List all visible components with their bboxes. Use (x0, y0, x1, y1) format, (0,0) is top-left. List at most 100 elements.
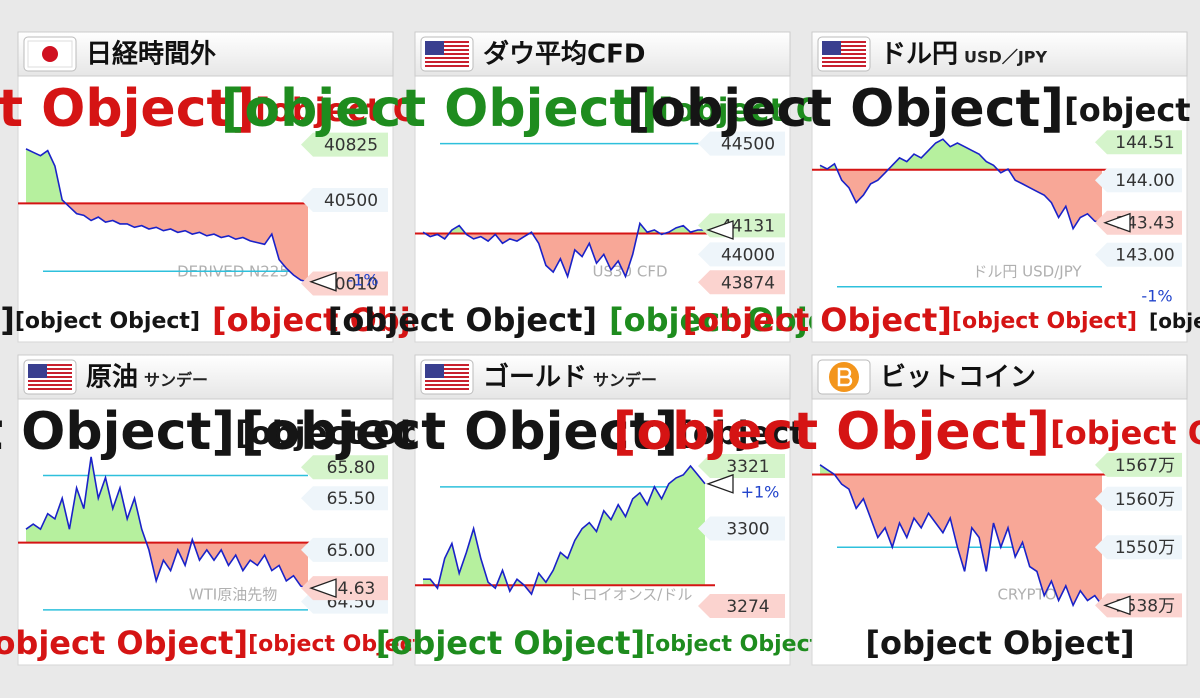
flag-sun (42, 46, 58, 62)
price-tag (301, 486, 388, 511)
footer-part: [object Object] (328, 301, 597, 339)
panel-title: 日経時間外 (86, 39, 216, 70)
band-label: +1% (741, 482, 780, 501)
price-tag (1095, 210, 1182, 235)
price-tag (1095, 168, 1182, 193)
flag-stripe (425, 53, 469, 55)
price-tag (301, 188, 388, 213)
footer: [object Object][object Object] (0, 624, 433, 662)
flag-canton (425, 364, 444, 378)
panel-header (811, 31, 1188, 77)
footer-part: [object Object] (683, 301, 952, 339)
area-up (423, 466, 705, 586)
footer: [object Object] (865, 624, 1134, 662)
price-tag-label: 144.51 (1115, 133, 1174, 153)
price-tag-label: 40500 (324, 191, 378, 211)
flag-stripe (822, 61, 866, 63)
footer-part: [object Object] (0, 301, 15, 339)
price-tag (698, 453, 785, 478)
flag-canton (28, 364, 47, 378)
flag-stripe (425, 376, 469, 378)
headline-part: [object Object] (0, 402, 235, 462)
current-arrow (309, 578, 337, 599)
footer-part: [object Object] (1149, 309, 1200, 333)
price-tag-label: 65.50 (327, 489, 376, 509)
price-tag (1095, 130, 1182, 155)
panel-subtitle: サンデー (144, 371, 208, 390)
headline: [object Object][object Object] (613, 402, 1200, 462)
flag-stripe (425, 380, 469, 382)
flag-stripe (28, 376, 72, 378)
flag-stripe (822, 65, 866, 67)
flag-stripe (425, 372, 469, 374)
headline: [object Object][object Object] (241, 402, 948, 462)
flag-stripe (425, 368, 469, 370)
price-tag (698, 594, 785, 619)
flag-canton (425, 41, 444, 55)
flag-stripe (822, 45, 866, 47)
price-tag (698, 516, 785, 541)
price-tag (1095, 452, 1182, 477)
panel-subtitle: サンデー (593, 371, 657, 390)
price-tag-label: 1560万 (1115, 490, 1175, 510)
flag-stripe (425, 41, 469, 43)
area-up (26, 456, 194, 543)
headline-part: [object Object] (627, 79, 1065, 139)
headline-part: [object Object] (241, 402, 679, 462)
headline: [object Object][object Object] (221, 79, 928, 139)
panel-subtitle: USD／JPY (964, 48, 1047, 67)
flag-stripe (28, 368, 72, 370)
price-tag-label: 44131 (721, 216, 775, 236)
flag-stripe (822, 41, 866, 43)
price-tag (698, 131, 785, 156)
flag-stripe (425, 49, 469, 51)
price-tag (698, 242, 785, 267)
footer: [object Object][object Object] (376, 624, 830, 662)
headline-part: [object Object] (613, 402, 1051, 462)
price-line (25, 456, 309, 589)
price-tag (1095, 535, 1182, 560)
watermark: ドル円 USD/JPY (972, 263, 1082, 281)
area-up (423, 223, 705, 234)
panel-title: 原油 (86, 363, 138, 393)
band-label: -1% (1141, 286, 1172, 305)
current-arrow (309, 271, 337, 292)
price-tag (698, 270, 785, 295)
current-arrow (1103, 212, 1131, 233)
current-arrow (706, 220, 734, 240)
panel-header (17, 354, 394, 400)
price-tag (1095, 242, 1182, 267)
price-tag-label: 40825 (324, 136, 378, 156)
price-line (819, 464, 1103, 608)
flag-stripe (425, 65, 469, 67)
price-tag-label: 3300 (726, 520, 769, 540)
panel-header (414, 354, 791, 400)
price-tag-label: 65.00 (327, 541, 376, 561)
price-tag-label: 1550万 (1115, 538, 1175, 558)
flag-stripe (425, 384, 469, 386)
flag-stripe (822, 49, 866, 51)
footer: [object Object][object Object][object Ob… (683, 301, 1200, 339)
price-tag (301, 455, 388, 480)
current-arrow (706, 473, 734, 494)
headline-part: [object Object] (221, 79, 659, 139)
price-line (423, 464, 706, 596)
price-tag (301, 576, 388, 601)
price-line (25, 148, 309, 283)
watermark: WTI原油先物 (189, 586, 277, 604)
area-down (820, 169, 1102, 229)
flag-stripe (425, 364, 469, 366)
price-tag-label: 144.00 (1115, 171, 1174, 191)
price-tag-label: 44000 (721, 245, 775, 265)
flag-stripe (425, 57, 469, 59)
flag-stripe (425, 388, 469, 390)
price-tag (1095, 593, 1182, 618)
footer-part: [object Object] (645, 632, 830, 657)
headline: [object Object][object Object] (627, 79, 1200, 139)
current-arrow (1103, 595, 1131, 616)
footer-part: [object Object] (15, 309, 200, 334)
footer-part: [object Object] (0, 624, 248, 662)
price-tag-label: 65.80 (327, 458, 376, 478)
headline-part: [object Object] (0, 79, 255, 139)
